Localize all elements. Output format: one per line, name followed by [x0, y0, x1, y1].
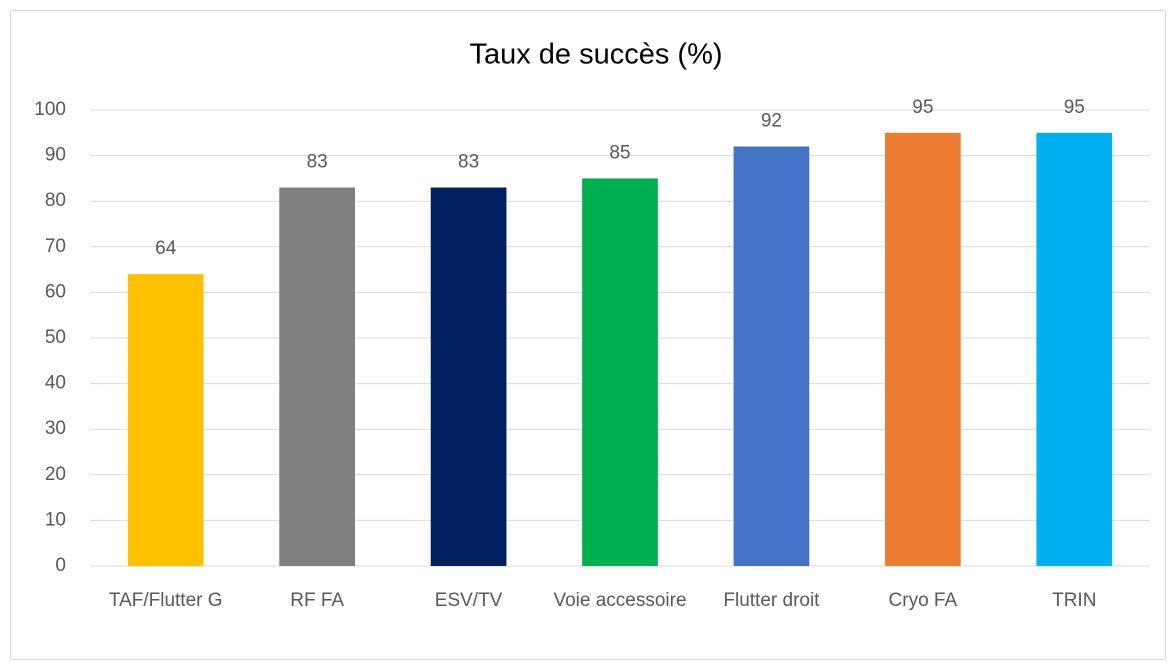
y-tick-label: 100 — [34, 99, 66, 120]
y-tick-label: 20 — [45, 464, 66, 485]
y-tick-label: 30 — [45, 418, 66, 439]
y-tick-label: 10 — [45, 509, 66, 530]
data-label: 85 — [609, 142, 630, 163]
y-tick-label: 60 — [45, 281, 66, 302]
y-tick-label: 80 — [45, 190, 66, 211]
x-tick-label: ESV/TV — [435, 590, 503, 611]
x-tick-label: Voie accessoire — [553, 590, 686, 611]
data-label: 83 — [307, 152, 328, 173]
bar — [279, 187, 355, 566]
x-tick-label: Cryo FA — [889, 590, 958, 611]
bar — [733, 146, 810, 567]
bar — [1036, 132, 1113, 567]
y-tick-label: 0 — [55, 555, 66, 576]
x-tick-label: TRIN — [1052, 590, 1096, 611]
data-label: 95 — [1064, 97, 1085, 118]
y-tick-label: 50 — [45, 327, 66, 348]
y-tick-label: 40 — [45, 373, 66, 394]
bar — [582, 178, 658, 566]
bar — [885, 132, 961, 567]
data-label: 95 — [912, 97, 933, 118]
data-label: 64 — [155, 238, 177, 259]
data-label: 83 — [458, 152, 479, 173]
x-tick-label: Flutter droit — [723, 590, 820, 611]
data-label: 92 — [761, 110, 782, 131]
bar — [430, 187, 507, 566]
x-tick-label: RF FA — [290, 590, 344, 611]
y-tick-label: 90 — [45, 145, 66, 166]
chart-title: Taux de succès (%) — [469, 39, 722, 71]
bar — [127, 274, 204, 566]
x-tick-label: TAF/Flutter G — [109, 590, 223, 611]
y-tick-label: 70 — [45, 236, 66, 257]
